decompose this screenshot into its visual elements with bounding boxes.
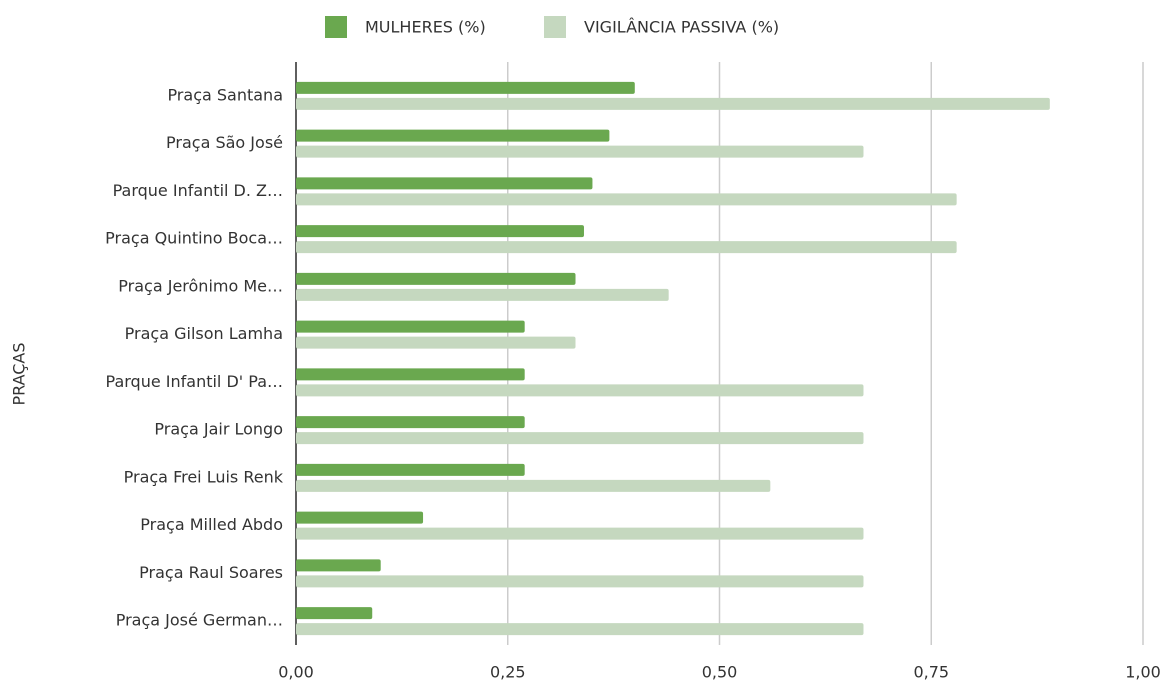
x-tick-label: 0,50 [702,663,738,682]
y-tick-label: Praça Quintino Boca… [105,229,283,248]
bar [296,607,373,620]
x-tick-label: 0,00 [278,663,314,682]
legend-label: VIGILÂNCIA PASSIVA (%) [584,18,779,37]
bar [296,129,610,142]
bar [296,193,957,206]
x-tick-label: 0,75 [913,663,949,682]
y-tick-label: Praça Frei Luis Renk [124,467,284,486]
bar [296,288,669,301]
bar [296,416,525,429]
y-tick-label: Praça Raul Soares [139,563,283,582]
y-tick-label: Praça São José [166,133,283,152]
bar [296,145,864,158]
legend-swatch [544,16,566,38]
bar [296,463,525,476]
y-tick-label: Parque Infantil D' Pa… [106,372,283,391]
bar [296,272,576,285]
bar [296,97,1050,110]
bar [296,320,525,333]
y-tick-label: Praça Santana [167,85,283,104]
bar [296,177,593,190]
legend-label: MULHERES (%) [365,18,486,37]
y-tick-label: Praça Jerônimo Me… [118,276,283,295]
bar [296,241,957,254]
bar [296,225,584,238]
y-tick-label: Praça Milled Abdo [140,515,283,534]
bar [296,511,424,524]
y-tick-label: Parque Infantil D. Z… [113,181,283,200]
legend-swatch [325,16,347,38]
y-axis-label: PRAÇAS [10,342,29,405]
x-tick-label: 0,25 [490,663,526,682]
bar [296,575,864,588]
bar [296,432,864,445]
y-tick-label: Praça Gilson Lamha [125,324,283,343]
y-tick-label: Praça José German… [116,611,283,630]
bar [296,81,635,94]
bar [296,559,381,572]
y-tick-label: Praça Jair Longo [154,420,283,439]
bar [296,623,864,636]
bar [296,336,576,349]
bar [296,368,525,381]
x-tick-label: 1,00 [1125,663,1161,682]
bar [296,384,864,397]
bar [296,527,864,540]
bar [296,479,771,492]
